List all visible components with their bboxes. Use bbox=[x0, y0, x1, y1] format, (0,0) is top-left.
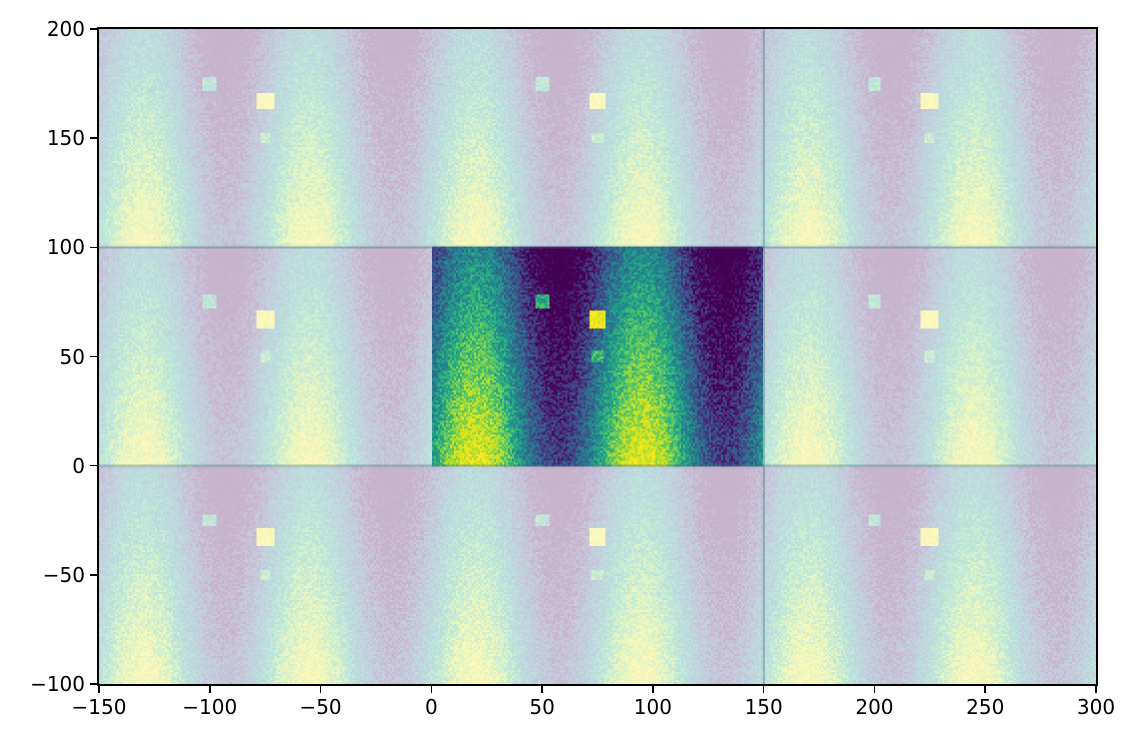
x-tick-mark bbox=[98, 686, 100, 693]
x-tick-label: 50 bbox=[529, 695, 555, 719]
heatmap-canvas bbox=[99, 29, 1096, 684]
x-tick-mark bbox=[984, 686, 987, 693]
x-tick-mark bbox=[208, 686, 211, 693]
y-tick-label: 150 bbox=[46, 126, 85, 151]
y-tick-label: 50 bbox=[59, 344, 85, 369]
y-tick-mark bbox=[90, 355, 97, 358]
x-tick-label: 0 bbox=[424, 695, 438, 719]
x-tick-mark bbox=[652, 686, 654, 693]
x-tick-label: 100 bbox=[633, 695, 672, 719]
x-tick-mark bbox=[319, 686, 322, 693]
x-tick-label: −100 bbox=[182, 695, 238, 719]
y-tick-mark bbox=[90, 137, 97, 139]
y-tick-label: −50 bbox=[42, 562, 85, 587]
x-tick-mark bbox=[762, 686, 765, 693]
y-tick-label: 200 bbox=[46, 17, 85, 41]
y-tick-mark bbox=[90, 574, 97, 576]
y-tick-mark bbox=[90, 246, 97, 249]
x-tick-label: 250 bbox=[966, 695, 1005, 719]
x-tick-label: −50 bbox=[299, 695, 342, 719]
plot-area bbox=[97, 27, 1098, 686]
x-tick-label: 200 bbox=[855, 695, 894, 719]
y-tick-mark bbox=[90, 683, 97, 685]
x-tick-label: 300 bbox=[1076, 695, 1116, 719]
x-tick-mark bbox=[430, 686, 433, 693]
x-tick-label: −150 bbox=[71, 695, 127, 719]
x-tick-mark bbox=[873, 686, 876, 693]
y-tick-mark bbox=[90, 28, 97, 30]
y-tick-mark bbox=[90, 464, 97, 467]
y-tick-label: −100 bbox=[30, 672, 85, 696]
y-tick-label: 0 bbox=[72, 453, 85, 478]
x-tick-mark bbox=[1095, 686, 1097, 693]
x-tick-mark bbox=[541, 686, 543, 693]
y-tick-label: 100 bbox=[46, 235, 85, 260]
x-tick-label: 150 bbox=[744, 695, 783, 719]
